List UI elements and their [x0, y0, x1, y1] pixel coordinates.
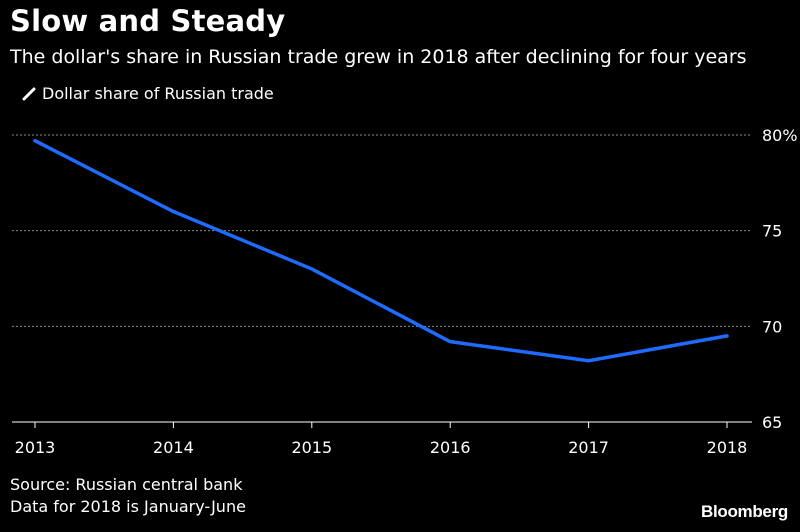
source-line: Source: Russian central bank: [10, 475, 243, 494]
series-line: [33, 138, 729, 363]
bloomberg-logo: Bloomberg: [700, 502, 788, 521]
x-tick-label: 2017: [568, 438, 609, 457]
grid-lines: [12, 134, 752, 327]
y-tick-label: 70: [762, 317, 782, 336]
x-tick-label: 2016: [430, 438, 471, 457]
x-tick-label: 2018: [707, 438, 748, 457]
series-layer: [33, 138, 729, 363]
x-tick-label: 2014: [153, 438, 194, 457]
source-note: Source: Russian central bank Data for 20…: [10, 474, 246, 518]
legend-line-icon: [22, 87, 36, 100]
x-tick-label: 2013: [15, 438, 56, 457]
x-tick-label: 2015: [291, 438, 332, 457]
y-tick-label: 65: [762, 413, 782, 432]
y-axis-ticks: 80% 75 70 65: [762, 126, 798, 432]
chart-title: Slow and Steady: [10, 4, 286, 38]
y-tick-label: 75: [762, 222, 782, 241]
legend: Dollar share of Russian trade: [22, 84, 274, 103]
y-tick-label: 80%: [762, 126, 798, 145]
legend-label: Dollar share of Russian trade: [42, 84, 274, 103]
x-axis-ticks: 2013 2014 2015 2016 2017 2018: [15, 422, 748, 457]
data-note-line: Data for 2018 is January-June: [10, 497, 246, 516]
chart-subtitle: The dollar's share in Russian trade grew…: [10, 46, 747, 68]
